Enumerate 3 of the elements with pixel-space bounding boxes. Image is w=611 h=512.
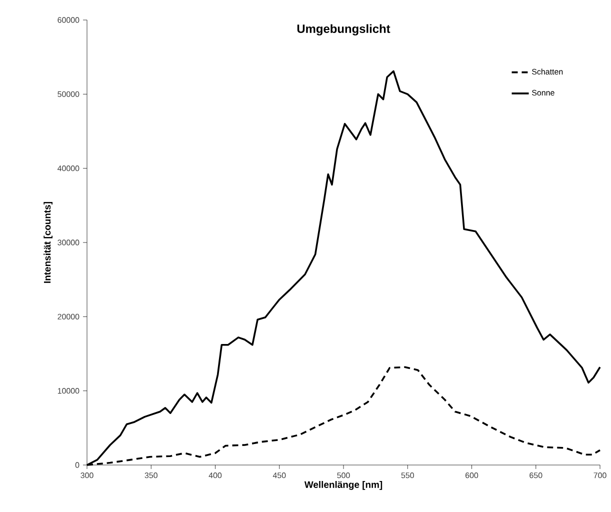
x-axis-title: Wellenlänge [nm] (304, 481, 382, 490)
y-axis-title: Intensität [counts] (44, 202, 52, 283)
chart-title: Umgebungslicht (297, 24, 390, 36)
